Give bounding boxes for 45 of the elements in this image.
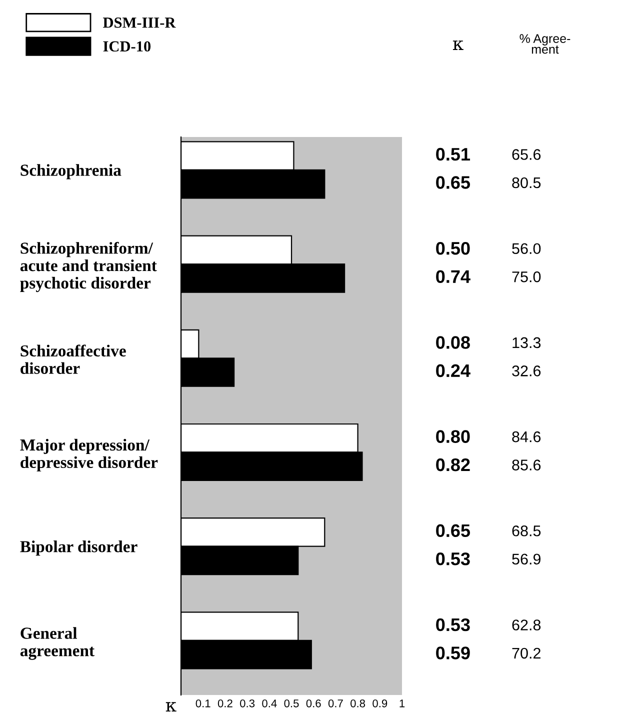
y-tick-label: Bipolar disorder — [20, 540, 138, 556]
y-tick-label: Schizoaffective disorder — [20, 344, 126, 374]
y-tick-label: Schizophreniform/ acute and transient psychotic disorder — [20, 242, 157, 292]
text: 85.6 — [512, 460, 541, 470]
text: 0.08 — [436, 336, 470, 349]
x-tick-label: 0.3 — [240, 699, 255, 708]
legend-label: ICD-10 — [103, 41, 151, 52]
text: 0.51 — [436, 148, 470, 161]
y-tick-label: General agreement — [20, 627, 94, 660]
x-tick-label: 0.8 — [350, 699, 366, 708]
x-tick-label: 0.5 — [284, 699, 299, 708]
text: 80.5 — [512, 177, 541, 188]
y-tick-label: Major depression/ depressive disorder — [20, 438, 158, 472]
x-tick-label: 0.2 — [218, 699, 232, 708]
text: 0.50 — [436, 242, 470, 255]
text: 0.74 — [436, 270, 470, 283]
x-axis-title: κ — [166, 702, 176, 712]
text: 0.59 — [436, 646, 470, 660]
text: 0.80 — [436, 430, 470, 443]
x-tick-label: 0.9 — [372, 699, 388, 708]
x-tick-label: 0.7 — [328, 699, 343, 708]
text: 84.6 — [512, 431, 541, 442]
text: 0.65 — [436, 524, 470, 538]
text: 0.65 — [436, 176, 470, 189]
text: 13.3 — [512, 337, 541, 348]
text: 65.6 — [512, 149, 541, 160]
text: 0.24 — [436, 364, 470, 378]
text: 0.53 — [436, 552, 470, 566]
text: 75.0 — [512, 271, 541, 282]
x-tick-label: 0.4 — [262, 699, 277, 708]
y-tick-label: Schizophrenia — [20, 164, 122, 180]
x-tick-label: 1 — [400, 700, 405, 708]
text: 56.0 — [512, 243, 541, 254]
text: % Agree- ment — [520, 34, 570, 54]
text: 0.53 — [436, 618, 470, 632]
text: 0.82 — [436, 458, 470, 472]
legend-label: DSM-III-R — [103, 18, 176, 28]
text: 68.5 — [512, 525, 541, 536]
text: 32.6 — [512, 366, 541, 376]
x-tick-label: 0.6 — [306, 699, 321, 708]
text: 70.2 — [512, 648, 540, 659]
text: 62.8 — [512, 620, 541, 630]
text: 56.9 — [512, 554, 541, 565]
x-tick-label: 0.1 — [196, 699, 210, 708]
text: κ — [452, 40, 464, 50]
